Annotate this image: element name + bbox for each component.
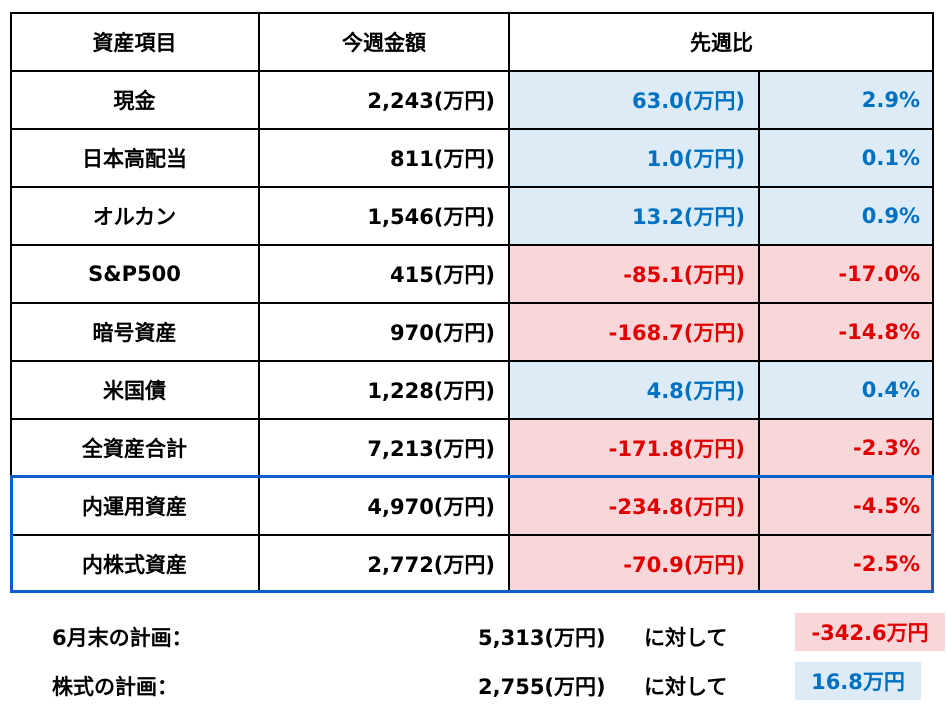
- plan-result: -342.6万円: [795, 613, 945, 651]
- row-divider: [10, 534, 934, 536]
- asset-diff: 4.8(万円): [509, 361, 759, 419]
- asset-name: オルカン: [92, 205, 177, 229]
- asset-diff-percent: -2.5%: [759, 535, 934, 593]
- asset-diff-percent: -2.3%: [759, 419, 934, 477]
- row-divider: [10, 186, 934, 188]
- asset-diff-percent: 0.9%: [759, 187, 934, 245]
- asset-diff: 13.2(万円): [509, 187, 759, 245]
- asset-diff-percent: 2.9%: [759, 71, 934, 129]
- asset-table: 資産項目 今週金額 先週比 現金 2,243(万円) 63.0(万円) 2.9% 日本高…: [10, 12, 934, 593]
- column-divider: [758, 71, 760, 593]
- asset-diff: 63.0(万円): [509, 71, 759, 129]
- asset-amount: 1,546(万円): [367, 205, 495, 229]
- asset-name: 米国債: [103, 379, 166, 403]
- asset-amount: 970(万円): [389, 321, 495, 345]
- asset-name: 現金: [113, 89, 156, 113]
- asset-amount: 2,243(万円): [367, 89, 495, 113]
- asset-amount: 1,228(万円): [367, 379, 495, 403]
- plan-label: 株式の計画：: [52, 675, 178, 699]
- row-divider: [10, 360, 934, 362]
- asset-diff-percent: -14.8%: [759, 303, 934, 361]
- asset-diff-percent: -17.0%: [759, 245, 934, 303]
- asset-name: 内運用資産: [82, 495, 187, 519]
- asset-amount: 7,213(万円): [367, 437, 495, 461]
- plan-label: 6月末の計画：: [52, 626, 193, 650]
- asset-name: 日本高配当: [82, 147, 187, 171]
- asset-name: S&P500: [88, 262, 181, 286]
- asset-diff: 1.0(万円): [509, 129, 759, 187]
- asset-diff: -168.7(万円): [509, 303, 759, 361]
- asset-diff: -85.1(万円): [509, 245, 759, 303]
- header-item: 資産項目: [92, 30, 177, 55]
- plan-suffix: に対して: [644, 675, 728, 699]
- row-divider: [10, 70, 934, 72]
- asset-amount: 2,772(万円): [367, 553, 495, 577]
- plan-result: 16.8万円: [795, 662, 921, 700]
- asset-name: 全資産合計: [82, 437, 187, 461]
- highlight-frame: [10, 475, 934, 593]
- asset-diff: -171.8(万円): [509, 419, 759, 477]
- asset-diff: -234.8(万円): [509, 477, 759, 535]
- asset-diff-percent: 0.4%: [759, 361, 934, 419]
- asset-amount: 4,970(万円): [367, 495, 495, 519]
- plan-suffix: に対して: [644, 626, 728, 650]
- row-divider: [10, 128, 934, 130]
- asset-amount: 811(万円): [389, 147, 495, 171]
- plan-target: 5,313(万円): [478, 626, 606, 650]
- asset-amount: 415(万円): [389, 263, 495, 287]
- row-divider: [10, 418, 934, 420]
- column-divider: [258, 12, 260, 593]
- column-divider: [508, 12, 510, 593]
- asset-diff: -70.9(万円): [509, 535, 759, 593]
- plan-target: 2,755(万円): [478, 675, 606, 699]
- asset-name: 内株式資産: [82, 553, 187, 577]
- row-divider: [10, 302, 934, 304]
- header-this-week: 今週金額: [342, 30, 426, 55]
- asset-name: 暗号資産: [92, 321, 177, 345]
- header-vs-last-week: 先週比: [690, 30, 753, 55]
- row-divider: [10, 244, 934, 246]
- asset-diff-percent: 0.1%: [759, 129, 934, 187]
- asset-diff-percent: -4.5%: [759, 477, 934, 535]
